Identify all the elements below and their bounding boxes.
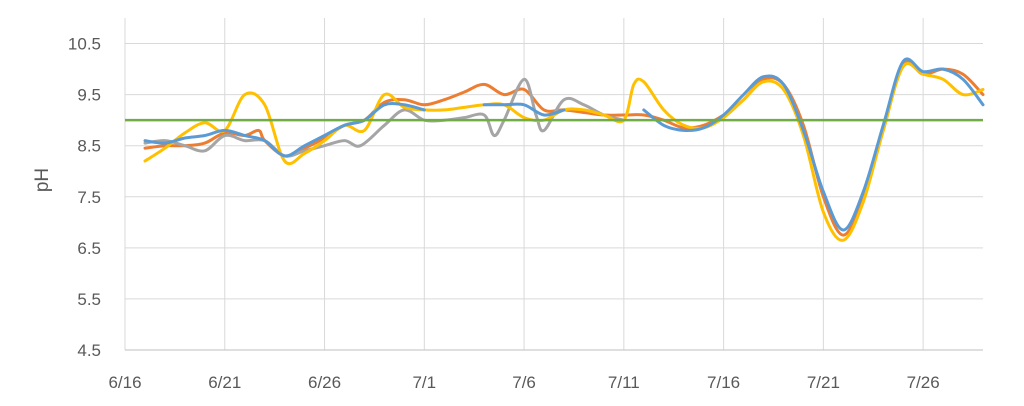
x-tick-label: 7/26 bbox=[907, 373, 940, 392]
series-lines bbox=[143, 57, 985, 242]
y-tick-label: 4.5 bbox=[77, 341, 101, 360]
series-line-3 bbox=[143, 62, 985, 242]
x-tick-label: 6/26 bbox=[308, 373, 341, 392]
x-axis-ticks: 6/16 6/21 6/26 7/1 7/6 7/11 7/16 7/21 7/26 bbox=[108, 373, 939, 392]
y-tick-label: 9.5 bbox=[77, 86, 101, 105]
y-tick-label: 5.5 bbox=[77, 290, 101, 309]
y-tick-label: 6.5 bbox=[77, 239, 101, 258]
series-line-4 bbox=[143, 101, 426, 158]
series-line-2 bbox=[143, 77, 626, 158]
x-tick-label: 7/11 bbox=[608, 373, 640, 392]
y-axis-ticks: 4.5 5.5 6.5 7.5 8.5 9.5 10.5 bbox=[68, 35, 101, 360]
series-line-4 bbox=[642, 57, 985, 232]
x-tick-label: 7/21 bbox=[807, 373, 840, 392]
series-line-4 bbox=[482, 102, 566, 117]
x-tick-label: 7/16 bbox=[707, 373, 740, 392]
x-tick-label: 6/16 bbox=[108, 373, 141, 392]
x-tick-label: 7/6 bbox=[512, 373, 536, 392]
x-tick-label: 7/1 bbox=[412, 373, 436, 392]
y-tick-label: 10.5 bbox=[68, 35, 101, 54]
y-tick-label: 7.5 bbox=[77, 188, 101, 207]
y-tick-label: 8.5 bbox=[77, 137, 101, 156]
x-tick-label: 6/21 bbox=[208, 373, 241, 392]
grid-lines bbox=[124, 18, 983, 351]
y-axis-label: pH bbox=[32, 168, 53, 192]
